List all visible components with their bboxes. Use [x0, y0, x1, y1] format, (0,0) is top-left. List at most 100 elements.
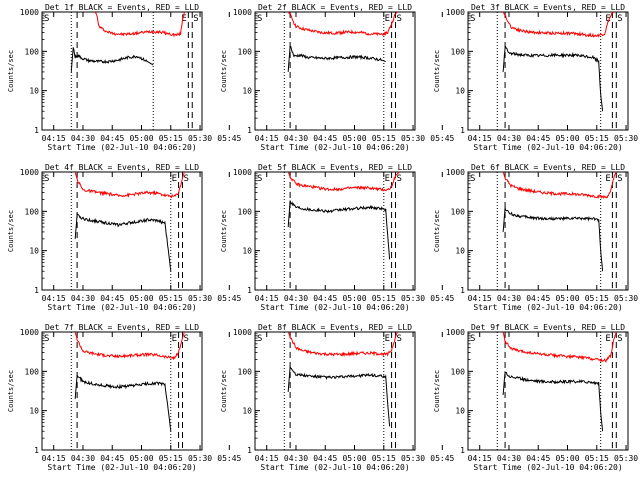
series-line-lld	[74, 171, 185, 199]
y-tick-label: 100	[238, 47, 253, 56]
x-tick-label: 04:45	[313, 454, 337, 463]
marker-label-e: E	[172, 334, 177, 344]
chart-panel-8: Det 8f BLACK = Events, RED = LLD 1 10 100 10…	[220, 323, 455, 472]
series-line-events	[502, 371, 604, 432]
x-tick-label: 04:45	[526, 134, 550, 143]
chart-title: Det 2f BLACK = Events, RED = LLD	[258, 3, 412, 12]
marker-label-s: S	[617, 14, 622, 24]
marker-label-s: S	[183, 174, 188, 184]
y-tick-label: 10	[455, 407, 465, 416]
x-tick-label: 04:30	[71, 294, 95, 303]
x-tick-label: 05:30	[401, 294, 425, 303]
y-tick-label: 1	[460, 446, 465, 455]
marker-label-s: S	[396, 334, 401, 344]
y-tick-label: 1000	[20, 328, 39, 337]
y-tick-label: 10	[455, 247, 465, 256]
chart-panel-1: Det 1f BLACK = Events, RED = LLD 1 10 100 10…	[7, 3, 242, 152]
x-axis-title: Start Time (02-Jul-10 04:06:20)	[47, 303, 196, 312]
x-tick-label: 04:30	[497, 454, 521, 463]
chart-title: Det 7f BLACK = Events, RED = LLD	[45, 323, 199, 332]
series-line-lld	[502, 171, 617, 199]
marker-label-s: S	[44, 14, 49, 24]
x-tick-label: 04:30	[71, 454, 95, 463]
x-tick-label: 05:30	[401, 454, 425, 463]
y-tick-label: 10	[29, 87, 39, 96]
y-axis-title: Counts/sec	[7, 210, 15, 252]
marker-label-e: E	[385, 334, 390, 344]
plot-frame	[467, 171, 629, 291]
x-tick-label: 04:45	[100, 134, 124, 143]
chart-title: Det 9f BLACK = Events, RED = LLD	[471, 323, 625, 332]
series-line-lld	[287, 11, 398, 37]
x-tick-label: 05:00	[342, 134, 366, 143]
x-axis-title: Start Time (02-Jul-10 04:06:20)	[473, 303, 622, 312]
x-tick-label: 04:30	[284, 454, 308, 463]
chart-panel-5: Det 5f BLACK = Events, RED = LLD 1 10 100 10…	[220, 163, 455, 312]
x-tick-label: 05:00	[342, 294, 366, 303]
y-tick-label: 1	[247, 446, 252, 455]
y-tick-label: 100	[238, 367, 253, 376]
series-line-events	[74, 213, 172, 272]
x-tick-label: 05:15	[585, 454, 609, 463]
marker-label-s: S	[470, 334, 475, 344]
x-tick-label: 05:15	[372, 134, 396, 143]
marker-label-s: S	[257, 334, 262, 344]
x-tick-label: 05:00	[555, 294, 579, 303]
marker-label-s: S	[396, 174, 401, 184]
y-tick-label: 1000	[446, 168, 465, 177]
x-tick-label: 04:45	[100, 294, 124, 303]
y-tick-label: 1	[460, 286, 465, 295]
x-tick-label: 05:15	[372, 454, 396, 463]
y-tick-label: 100	[451, 47, 466, 56]
x-tick-label: 05:30	[614, 454, 638, 463]
x-tick-label: 04:30	[284, 294, 308, 303]
chart-title: Det 6f BLACK = Events, RED = LLD	[471, 163, 625, 172]
marker-label-s: S	[257, 174, 262, 184]
series-line-events	[287, 45, 386, 72]
x-tick-label: 05:00	[129, 454, 153, 463]
y-tick-label: 100	[25, 207, 40, 216]
x-tick-label: 05:15	[159, 454, 183, 463]
series-line-lld	[287, 171, 400, 192]
y-tick-label: 10	[242, 247, 252, 256]
x-tick-label: 04:15	[255, 294, 279, 303]
marker-label-e: E	[385, 14, 390, 24]
x-tick-label: 04:15	[255, 134, 279, 143]
y-tick-label: 10	[29, 247, 39, 256]
y-tick-label: 100	[238, 207, 253, 216]
marker-label-s: S	[617, 174, 622, 184]
x-tick-label: 05:15	[372, 294, 396, 303]
chart-panel-6: Det 6f BLACK = Events, RED = LLD 1 10 100 10…	[433, 163, 638, 312]
x-tick-label: 05:30	[188, 134, 212, 143]
plot-frame	[41, 331, 203, 451]
x-tick-label: 04:45	[526, 294, 550, 303]
y-axis-title: Counts/sec	[7, 50, 15, 92]
plot-frame	[467, 331, 629, 451]
y-tick-label: 1	[247, 126, 252, 135]
y-tick-label: 10	[455, 87, 465, 96]
chart-title: Det 5f BLACK = Events, RED = LLD	[258, 163, 412, 172]
marker-label-s: S	[470, 14, 475, 24]
marker-label-s: S	[396, 14, 401, 24]
x-tick-label: 04:45	[526, 454, 550, 463]
series-line-lld	[502, 331, 617, 363]
x-tick-label: 04:15	[42, 294, 66, 303]
x-tick-label: 05:45	[430, 294, 454, 303]
marker-label-e: E	[181, 14, 186, 24]
x-tick-label: 04:45	[313, 294, 337, 303]
y-axis-title: Counts/sec	[433, 370, 441, 412]
y-tick-label: 10	[242, 87, 252, 96]
y-tick-label: 1	[460, 126, 465, 135]
series-line-lld	[502, 11, 615, 38]
x-tick-label: 04:15	[468, 294, 492, 303]
marker-label-e: E	[172, 174, 177, 184]
x-tick-label: 04:15	[468, 134, 492, 143]
y-axis-title: Counts/sec	[433, 50, 441, 92]
chart-title: Det 1f BLACK = Events, RED = LLD	[45, 3, 199, 12]
x-tick-label: 05:00	[129, 134, 153, 143]
chart-panel-3: Det 3f BLACK = Events, RED = LLD 1 10 100 10…	[433, 3, 638, 152]
y-tick-label: 100	[451, 367, 466, 376]
marker-label-s: S	[193, 14, 198, 24]
marker-label-s: S	[44, 334, 49, 344]
